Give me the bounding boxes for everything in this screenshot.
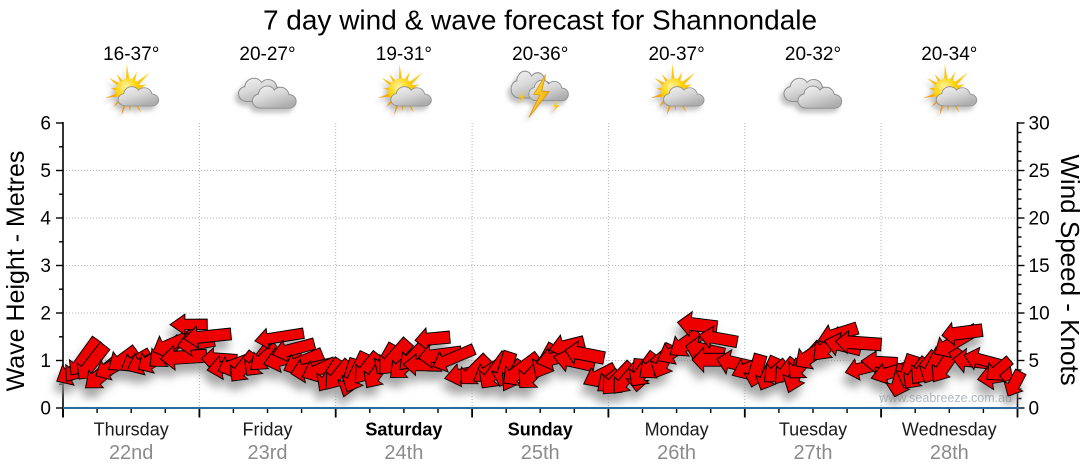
svg-text:20-32°: 20-32° — [785, 44, 841, 65]
svg-text:1: 1 — [40, 351, 51, 372]
svg-text:20-34°: 20-34° — [921, 44, 977, 65]
svg-text:16-37°: 16-37° — [103, 44, 159, 65]
svg-text:15: 15 — [1029, 256, 1050, 277]
svg-text:10: 10 — [1029, 304, 1050, 325]
svg-text:Thursday: Thursday — [94, 420, 169, 440]
svg-text:28th: 28th — [930, 442, 969, 464]
svg-text:26th: 26th — [657, 442, 696, 464]
svg-text:7 day wind & wave forecast for: 7 day wind & wave forecast for Shannonda… — [263, 5, 817, 36]
svg-text:Sunday: Sunday — [508, 420, 573, 440]
svg-text:30: 30 — [1029, 114, 1050, 135]
svg-text:0: 0 — [40, 399, 51, 420]
svg-text:0: 0 — [1029, 399, 1040, 420]
svg-text:6: 6 — [40, 114, 51, 135]
svg-text:19-31°: 19-31° — [376, 44, 432, 65]
svg-text:Wave Height - Metres: Wave Height - Metres — [2, 151, 30, 392]
svg-text:www.seabreeze.com.au: www.seabreeze.com.au — [878, 391, 1012, 405]
svg-text:23rd: 23rd — [247, 442, 287, 464]
svg-text:25th: 25th — [521, 442, 560, 464]
svg-text:Monday: Monday — [645, 420, 709, 440]
svg-text:Wind Speed - Knots: Wind Speed - Knots — [1055, 154, 1080, 385]
svg-text:5: 5 — [1029, 351, 1040, 372]
svg-text:20-37°: 20-37° — [648, 44, 704, 65]
svg-text:4: 4 — [40, 209, 51, 230]
svg-text:5: 5 — [40, 161, 51, 182]
svg-text:20-36°: 20-36° — [512, 44, 568, 65]
svg-text:Wednesday: Wednesday — [902, 420, 997, 440]
svg-text:Friday: Friday — [242, 420, 292, 440]
svg-text:22nd: 22nd — [109, 442, 154, 464]
svg-text:27th: 27th — [794, 442, 833, 464]
svg-text:20: 20 — [1029, 209, 1050, 230]
svg-text:Saturday: Saturday — [365, 420, 442, 440]
svg-text:20-27°: 20-27° — [239, 44, 295, 65]
svg-text:3: 3 — [40, 256, 51, 277]
svg-text:Tuesday: Tuesday — [779, 420, 847, 440]
svg-text:24th: 24th — [384, 442, 423, 464]
svg-text:25: 25 — [1029, 161, 1050, 182]
svg-text:2: 2 — [40, 304, 51, 325]
